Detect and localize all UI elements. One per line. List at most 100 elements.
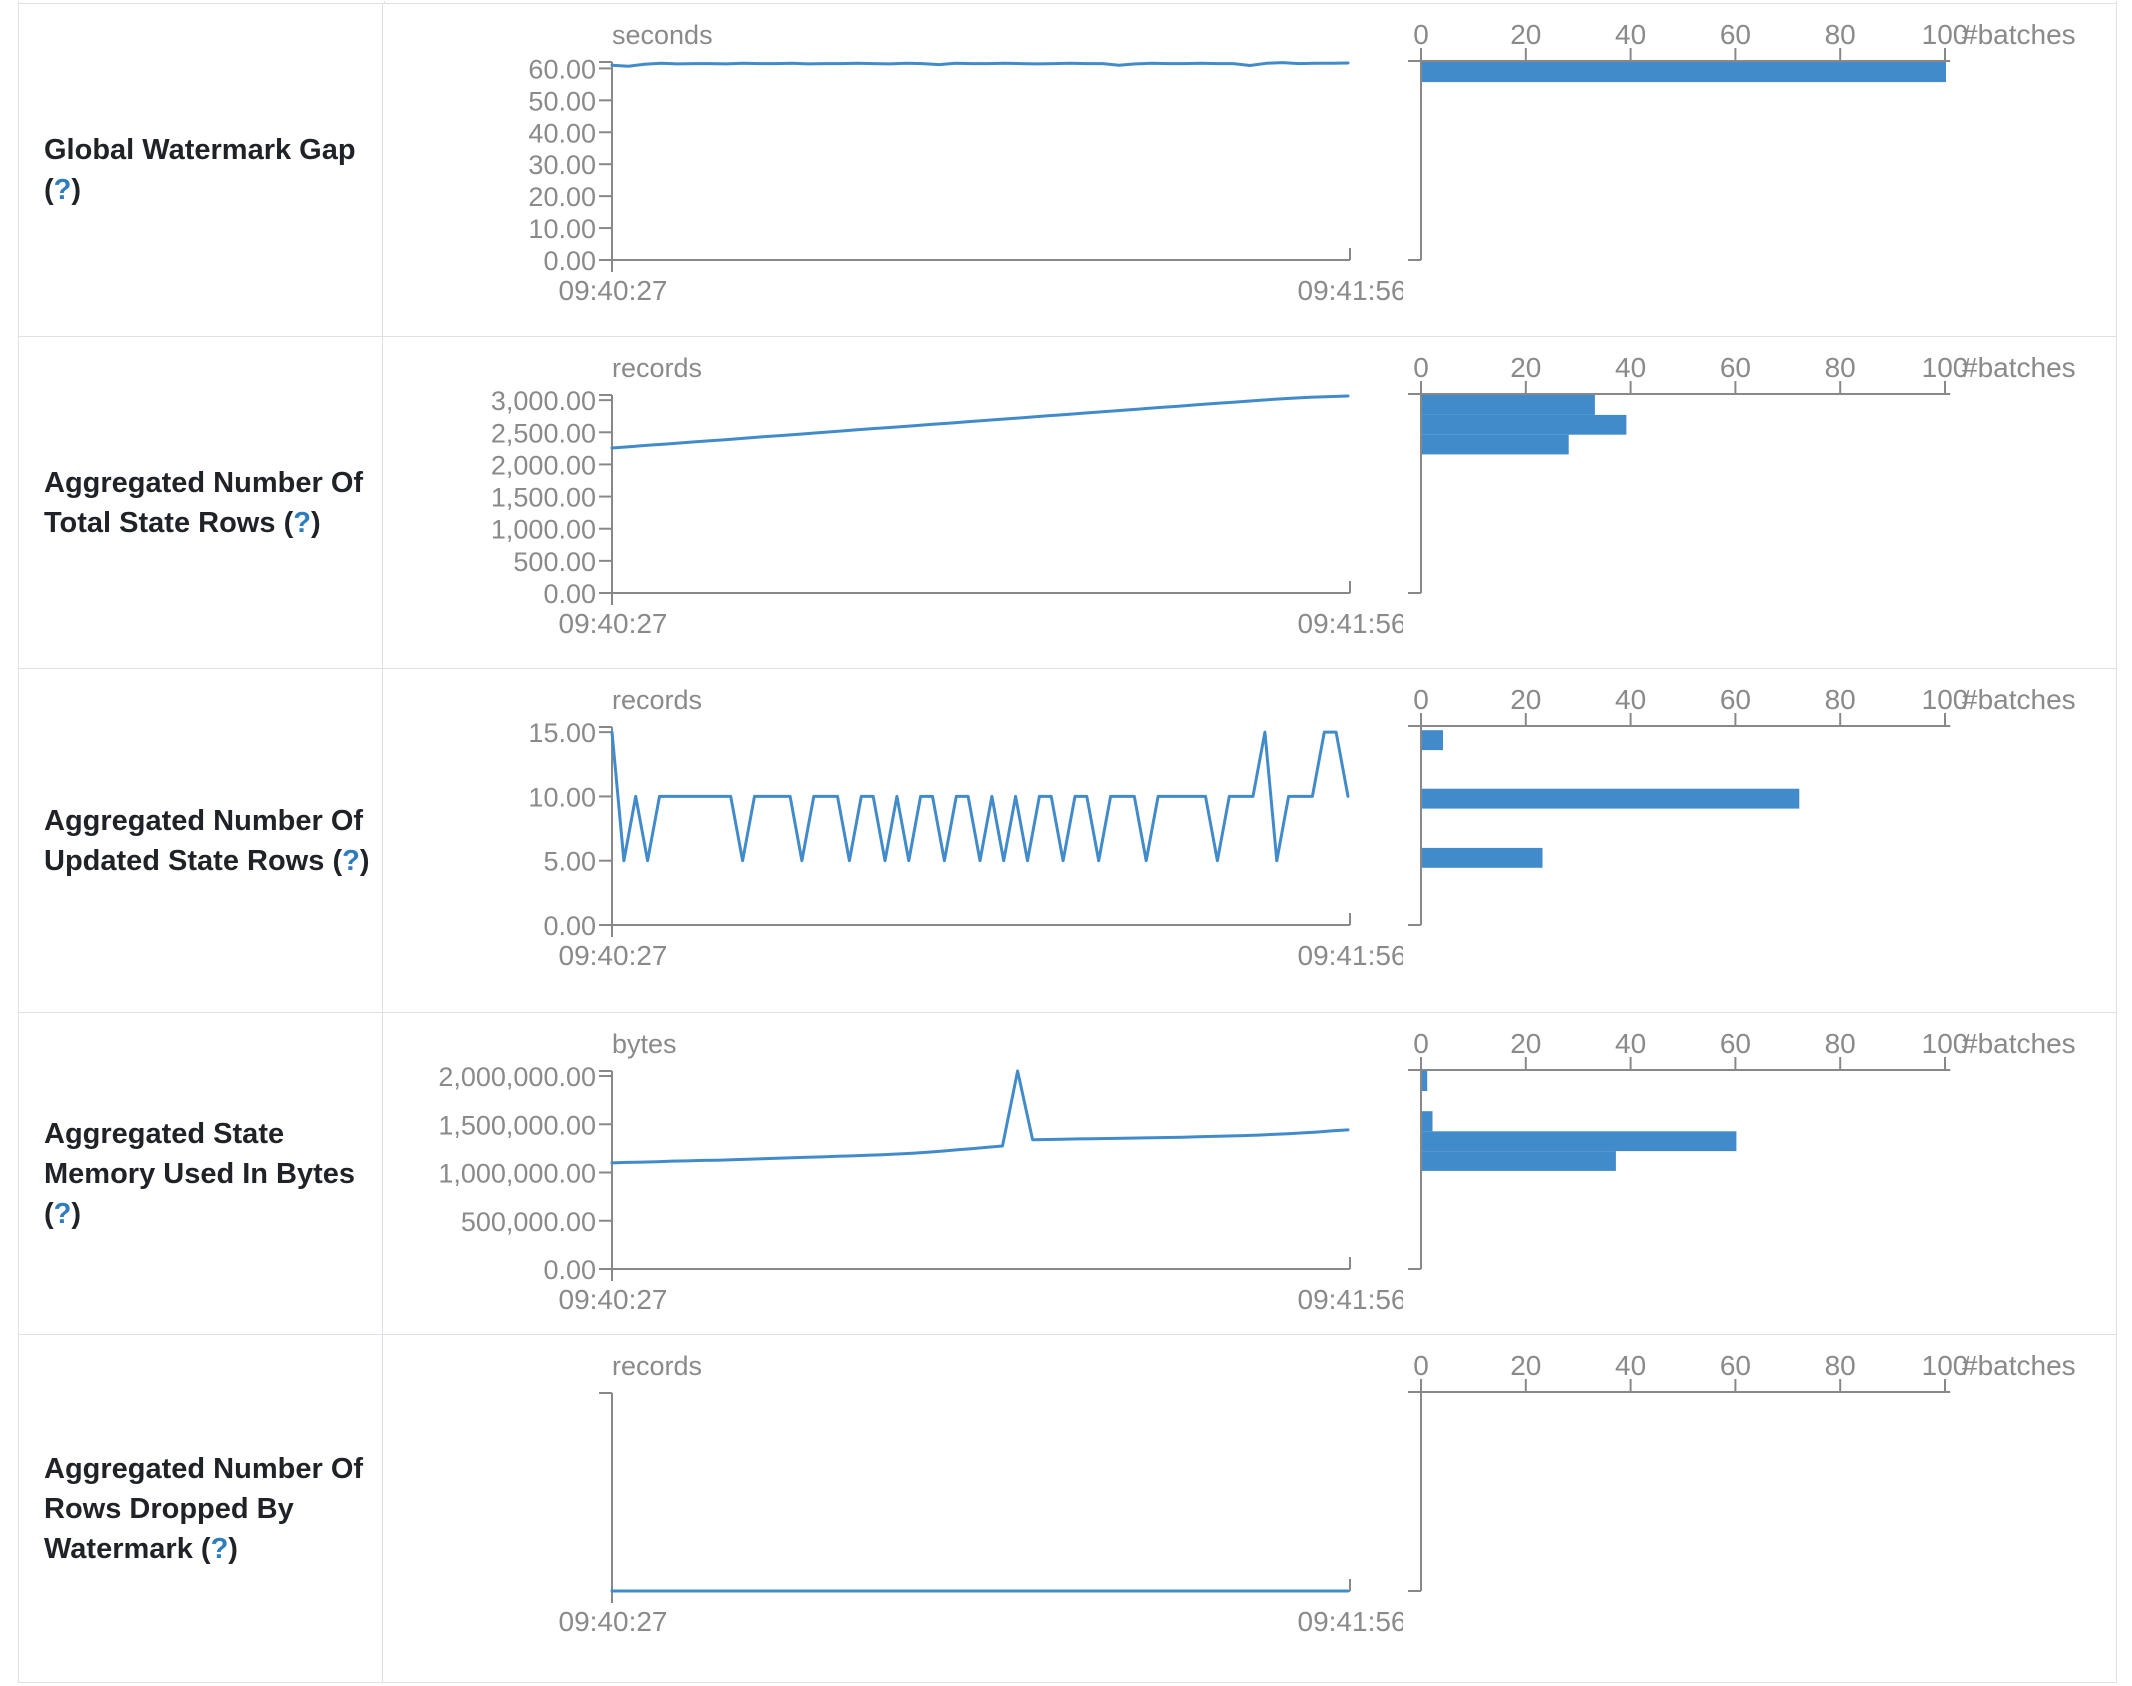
hist-tick-label: 0	[1413, 1350, 1429, 1381]
chart-unit-label: records	[612, 685, 702, 715]
timeline-cell: records 3,000.00 2,500.00 2,000.00 1,500.00 1…	[383, 337, 1403, 668]
chart-unit-label: seconds	[612, 20, 713, 50]
hist-tick-label: 60	[1720, 352, 1751, 383]
help-link[interactable]: (?)	[332, 845, 369, 877]
timeline-cell: seconds 60.00 50.00 40.00 30.00 20.00 10.00 0.0…	[383, 4, 1403, 336]
hist-unit-label: #batches	[1962, 684, 2076, 715]
help-paren: (	[44, 174, 54, 206]
y-tick-label: 50.00	[528, 86, 596, 116]
metric-label-cell: Aggregated State Memory Used In Bytes (?)	[19, 1013, 383, 1334]
hist-unit-label: #batches	[1962, 1350, 2076, 1381]
hist-tick-label: 0	[1413, 684, 1429, 715]
hist-bar	[1422, 1111, 1433, 1132]
help-link[interactable]: (?)	[201, 1533, 238, 1565]
x-tick-label-start: 09:40:27	[559, 940, 668, 971]
y-tick-label: 500,000.00	[461, 1207, 596, 1237]
histogram-chart: 0 20 40 60 80 100#batches	[1408, 684, 2076, 926]
hist-bar	[1422, 730, 1443, 751]
histogram-cell: 0 20 40 60 80 100 #batches	[1403, 337, 2116, 668]
timeline-cell: records 09:40:27 09:41:56	[383, 1335, 1404, 1682]
help-link[interactable]: (?)	[44, 174, 81, 206]
histogram-chart: 0 20 40 60 80 100#batches	[1408, 19, 2076, 261]
hist-tick-label: 100	[1922, 1350, 1969, 1381]
hist-bar	[1422, 1071, 1428, 1091]
help-paren: )	[228, 1532, 238, 1565]
metric-title-line: Total State Rows (?)	[44, 503, 382, 543]
timeline-chart: seconds 60.0050.0040.0030.0020.0010.000.0…	[528, 20, 1403, 306]
statistics-table: Global Watermark Gap (?) seconds 60.00 50.00…	[18, 1, 2117, 1683]
hist-bar	[1422, 62, 1946, 83]
metric-title-line: Aggregated State	[44, 1114, 382, 1154]
histogram-chart: 0 20 40 60 80 100#batches	[1408, 352, 2076, 594]
question-mark-icon: ?	[293, 506, 311, 539]
y-tick-label: 1,000.00	[491, 515, 596, 545]
hist-tick-label: 60	[1720, 684, 1751, 715]
help-paren: (	[283, 506, 294, 539]
hist-unit-label: #batches	[1962, 352, 2076, 383]
histogram-chart: 0 20 40 60 80 100#batches	[1408, 1028, 2076, 1270]
metric-title-text: Total State Rows	[44, 506, 276, 539]
hist-tick-label: 100	[1922, 684, 1969, 715]
hist-tick-label: 40	[1615, 19, 1646, 50]
metric-row: Global Watermark Gap (?) seconds 60.00 50.00…	[19, 4, 2116, 337]
x-tick-label-end: 09:41:56	[1298, 608, 1404, 639]
metric-title-text: Aggregated State	[44, 1117, 285, 1150]
y-tick-label: 2,000,000.00	[438, 1062, 596, 1092]
hist-tick-label: 60	[1720, 19, 1751, 50]
y-tick-label: 30.00	[528, 150, 596, 180]
hist-tick-label: 40	[1615, 1350, 1646, 1381]
metric-title-text: Rows Dropped By	[44, 1492, 294, 1525]
metric-title-line: Memory Used In Bytes	[44, 1154, 382, 1194]
timeline-chart: records 09:40:27 09:41:56	[559, 1351, 1404, 1637]
hist-bar	[1422, 1131, 1737, 1152]
hist-tick-label: 0	[1413, 1028, 1429, 1059]
y-tick-label: 15.00	[528, 718, 596, 748]
x-tick-label-end: 09:41:56	[1298, 940, 1404, 971]
hist-bar	[1422, 1151, 1616, 1171]
help-link[interactable]: (?)	[284, 507, 321, 539]
question-mark-icon: ?	[342, 844, 360, 877]
timeline-series-line	[610, 1069, 1350, 1165]
hist-bar	[1422, 414, 1627, 435]
metric-title-line: Aggregated Number Of	[44, 801, 382, 841]
help-paren: (	[44, 1197, 54, 1230]
y-tick-label: 5.00	[543, 847, 596, 877]
x-tick-label-start: 09:40:27	[559, 275, 668, 306]
histogram-cell: 0 20 40 60 80 100 #batches	[1403, 1335, 2116, 1682]
hist-unit-label: #batches	[1962, 1028, 2076, 1059]
metric-title-text: Aggregated Number Of	[44, 804, 364, 837]
x-tick-label-start: 09:40:27	[559, 1606, 668, 1637]
hist-bar	[1422, 395, 1595, 415]
timeline-series-line	[610, 61, 1350, 68]
metric-title-line: Updated State Rows (?)	[44, 841, 382, 881]
help-paren: (	[332, 844, 343, 877]
y-tick-label: 0.00	[543, 246, 596, 276]
histogram-cell: 0 20 40 60 80 100 #batches	[1403, 4, 2116, 336]
y-tick-label: 10.00	[528, 782, 596, 812]
timeline-chart: records 3,000.002,500.002,000.001,500.001…	[491, 353, 1404, 639]
hist-tick-label: 20	[1510, 1350, 1541, 1381]
help-link[interactable]: (?)	[44, 1198, 81, 1230]
help-paren: )	[359, 844, 370, 877]
y-tick-label: 0.00	[543, 579, 596, 609]
hist-tick-label: 20	[1510, 19, 1541, 50]
hist-tick-label: 0	[1413, 19, 1429, 50]
hist-tick-label: 60	[1720, 1350, 1751, 1381]
hist-tick-label: 80	[1825, 1028, 1856, 1059]
y-tick-label: 2,000.00	[491, 450, 596, 480]
hist-tick-label: 60	[1720, 1028, 1751, 1059]
hist-tick-label: 40	[1615, 684, 1646, 715]
help-paren: )	[71, 174, 82, 206]
metric-label-cell: Aggregated Number Of Total State Rows (?)	[19, 337, 383, 668]
metric-title-text: Updated State Rows	[44, 844, 325, 877]
metric-title-line: Global Watermark Gap	[44, 130, 382, 170]
histogram-chart: 0 20 40 60 80 100#batches	[1408, 1350, 2076, 1592]
y-tick-label: 60.00	[528, 54, 596, 84]
metric-title-text: Global Watermark Gap	[44, 134, 356, 166]
metric-title-text: Aggregated Number Of	[44, 1452, 364, 1485]
help-paren: )	[71, 1197, 82, 1230]
hist-tick-label: 80	[1825, 684, 1856, 715]
question-mark-icon: ?	[53, 1197, 72, 1230]
metric-title-line: (?)	[44, 170, 382, 210]
